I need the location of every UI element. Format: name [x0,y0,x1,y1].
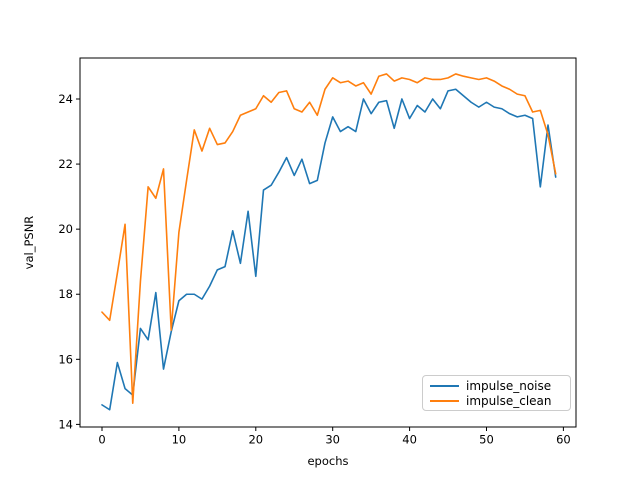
x-tick-label: 40 [402,433,417,447]
x-tick-label: 0 [98,433,105,447]
x-tick-label: 60 [556,433,571,447]
y-tick-label: 22 [58,157,73,171]
line-impulse_noise [101,88,557,411]
y-tick-label: 14 [58,417,73,431]
x-tick-label: 50 [479,433,494,447]
legend-line-swatch-impulse-clean [430,399,459,402]
y-tick-label: 18 [58,287,73,301]
line-impulse_clean [101,73,557,405]
y-tick-label: 24 [58,92,73,106]
legend-entry-impulse-noise: impulse_noise [423,378,570,393]
x-axis-label: epochs [307,454,348,468]
y-tick-label: 20 [58,222,73,236]
y-axis-label: val_PSNR [22,216,36,270]
legend-label-impulse-clean: impulse_clean [466,393,552,408]
axes-spines [79,57,577,428]
x-tick-label: 30 [325,433,340,447]
legend: impulse_noise impulse_clean [422,375,571,411]
legend-line-swatch-impulse-noise [430,384,459,387]
y-tick-label: 16 [58,352,73,366]
x-tick-label: 20 [248,433,263,447]
legend-label-impulse-noise: impulse_noise [466,378,552,393]
legend-entry-impulse-clean: impulse_clean [423,393,570,408]
x-tick-label: 10 [172,433,187,447]
